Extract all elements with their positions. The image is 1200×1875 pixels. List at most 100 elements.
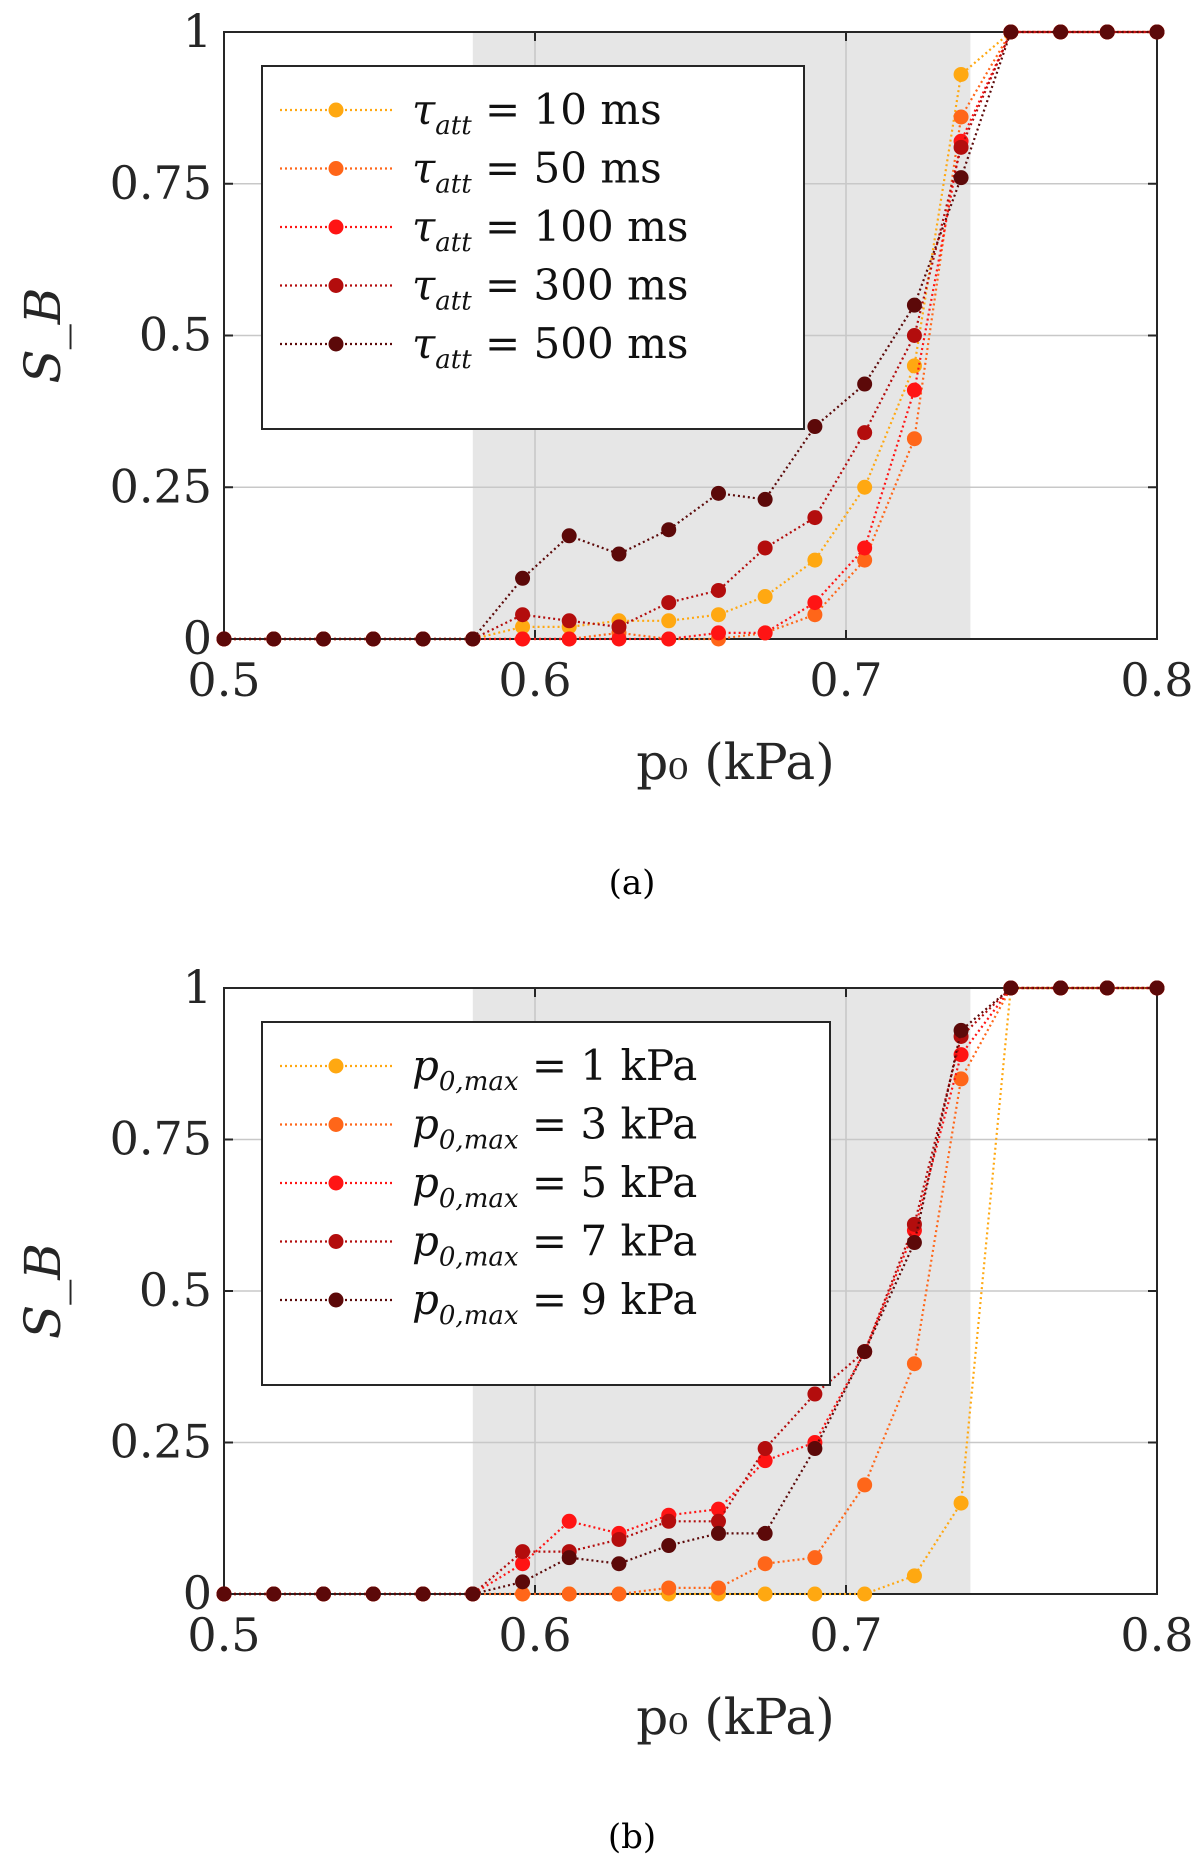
data-point bbox=[216, 1586, 232, 1602]
data-point bbox=[661, 595, 677, 611]
series-line bbox=[224, 30, 1157, 641]
caption-b: (b) bbox=[608, 1817, 656, 1857]
legend-entry: p0,max = 5 kPa bbox=[280, 1158, 697, 1214]
data-point bbox=[415, 1586, 431, 1602]
data-point bbox=[561, 1550, 577, 1566]
data-point bbox=[807, 510, 823, 526]
data-point bbox=[661, 1580, 677, 1596]
data-point bbox=[561, 1513, 577, 1529]
legend-entry: p0,max = 9 kPa bbox=[280, 1275, 697, 1331]
data-point bbox=[1053, 980, 1069, 996]
x-axis-label: p₀ (kPa) bbox=[636, 733, 834, 791]
data-point bbox=[906, 1216, 922, 1232]
data-point bbox=[710, 582, 726, 598]
data-point bbox=[1003, 980, 1019, 996]
data-point bbox=[266, 631, 282, 647]
y-tick-label: 0 bbox=[183, 1566, 212, 1620]
y-tick-label: 0.25 bbox=[110, 1415, 212, 1469]
data-point bbox=[857, 425, 873, 441]
data-point bbox=[953, 170, 969, 186]
y-tick-label: 0 bbox=[183, 611, 212, 665]
y-tick-label: 1 bbox=[183, 960, 212, 1014]
data-point bbox=[710, 1580, 726, 1596]
x-tick-label: 0.8 bbox=[1120, 653, 1193, 707]
data-point bbox=[365, 1586, 381, 1602]
legend-entry: τatt = 300 ms bbox=[280, 261, 688, 317]
chart-panel-a: 0.5 0.6 0.7 0.8 0 0.25 0.5 0.75 1 p₀ (kPa) S_B τatt… bbox=[14, 4, 1194, 791]
data-point bbox=[857, 376, 873, 392]
legend-marker bbox=[328, 1117, 344, 1132]
data-point bbox=[807, 595, 823, 611]
data-point bbox=[515, 1556, 531, 1572]
x-tick-label: 0.5 bbox=[187, 1608, 260, 1662]
data-point bbox=[1053, 24, 1069, 40]
series-line bbox=[224, 30, 1157, 641]
data-point bbox=[1149, 980, 1165, 996]
data-point bbox=[807, 1441, 823, 1457]
data-point bbox=[953, 66, 969, 82]
data-point bbox=[661, 1538, 677, 1554]
data-point bbox=[561, 1586, 577, 1602]
data-point bbox=[365, 631, 381, 647]
legend-label: τatt = 100 ms bbox=[412, 202, 688, 258]
data-point bbox=[906, 358, 922, 374]
series-line bbox=[224, 986, 1157, 1596]
x-tick-label: 0.8 bbox=[1120, 1608, 1193, 1662]
caption-a: (a) bbox=[609, 863, 656, 903]
data-point bbox=[906, 431, 922, 447]
legend-label: τatt = 300 ms bbox=[412, 261, 688, 317]
data-point bbox=[857, 1477, 873, 1493]
data-point bbox=[906, 297, 922, 313]
data-point bbox=[807, 419, 823, 435]
data-point bbox=[515, 1544, 531, 1560]
legend-marker bbox=[328, 1292, 344, 1308]
data-point bbox=[415, 631, 431, 647]
data-point bbox=[611, 631, 627, 647]
series-line bbox=[224, 986, 1157, 1596]
data-point bbox=[757, 1453, 773, 1469]
series-5 bbox=[216, 24, 1165, 647]
data-point bbox=[465, 631, 481, 647]
x-tick-label: 0.6 bbox=[498, 653, 571, 707]
legend-marker bbox=[328, 219, 344, 235]
data-point bbox=[1099, 980, 1115, 996]
data-point bbox=[515, 619, 531, 635]
data-point bbox=[807, 1586, 823, 1602]
legend-marker bbox=[328, 161, 344, 176]
data-point bbox=[757, 491, 773, 507]
chart-panel-b: 0.5 0.6 0.7 0.8 0 0.25 0.5 0.75 1 p₀ (kPa) S_B p0,m… bbox=[14, 960, 1194, 1746]
x-axis-label: p₀ (kPa) bbox=[636, 1688, 834, 1746]
data-point bbox=[857, 479, 873, 495]
legend-label: p0,max = 1 kPa bbox=[412, 1041, 697, 1097]
series-line bbox=[224, 30, 1157, 641]
data-point bbox=[710, 1501, 726, 1517]
legend-label: τatt = 10 ms bbox=[412, 85, 662, 141]
data-point bbox=[316, 631, 332, 647]
data-point bbox=[757, 1586, 773, 1602]
y-tick-label: 0.5 bbox=[139, 308, 212, 362]
x-tick-label: 0.6 bbox=[498, 1608, 571, 1662]
legend-marker bbox=[328, 102, 344, 118]
legend-marker bbox=[328, 336, 344, 352]
data-point bbox=[757, 589, 773, 605]
data-point bbox=[515, 607, 531, 623]
data-point bbox=[906, 1356, 922, 1372]
data-point bbox=[807, 1386, 823, 1402]
data-point bbox=[757, 1556, 773, 1572]
legend-entry: τatt = 500 ms bbox=[280, 319, 688, 375]
y-tick-label: 0.5 bbox=[139, 1263, 212, 1317]
data-point bbox=[611, 1531, 627, 1547]
data-point bbox=[757, 540, 773, 556]
legend-label: τatt = 500 ms bbox=[412, 319, 688, 375]
y-axis-label: S_B bbox=[14, 1243, 72, 1339]
legend-label: p0,max = 3 kPa bbox=[412, 1100, 697, 1156]
data-point bbox=[757, 1441, 773, 1457]
data-point bbox=[857, 540, 873, 556]
legend-marker bbox=[328, 278, 344, 293]
data-point bbox=[661, 522, 677, 538]
data-point bbox=[515, 1574, 531, 1590]
series-5 bbox=[216, 980, 1165, 1602]
legend-entry: τatt = 10 ms bbox=[280, 85, 662, 141]
